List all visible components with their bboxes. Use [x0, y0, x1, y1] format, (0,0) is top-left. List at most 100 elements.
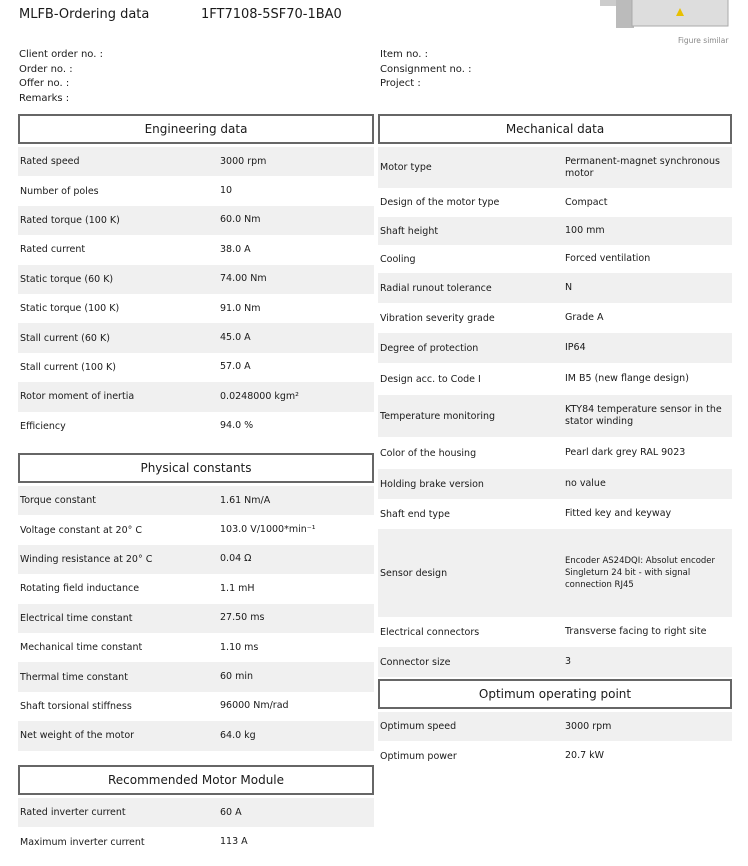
table-row: Radial runout tolerance N [378, 273, 732, 303]
client-order-label: Client order no. : [19, 49, 103, 60]
row-label: Winding resistance at 20° C [20, 553, 153, 565]
motor-image [600, 0, 729, 28]
row-value: Grade A [565, 312, 604, 323]
row-label: Net weight of the motor [20, 730, 135, 742]
row-label: Electrical time constant [20, 612, 133, 624]
row-label: Rated torque (100 K) [20, 214, 120, 226]
physical-header: Physical constants [18, 453, 374, 483]
table-row: Rated speed 3000 rpm [18, 147, 374, 177]
row-value: IM B5 (new flange design) [565, 373, 689, 384]
row-value: 94.0 % [220, 420, 254, 432]
figure-caption: Figure similar [678, 36, 729, 45]
row-label: Electrical connectors [380, 626, 480, 638]
table-row: Winding resistance at 20° C 0.04 Ω [18, 544, 374, 575]
row-value: Forced ventilation [565, 253, 651, 264]
row-label: Optimum power [380, 750, 457, 762]
row-label: Voltage constant at 20° C [20, 524, 143, 536]
optimum-header: Optimum operating point [378, 679, 732, 709]
row-value: N [565, 282, 573, 293]
table-row: Design of the motor type Compact [378, 188, 732, 217]
row-label: Stall current (60 K) [20, 332, 110, 344]
row-label: Rotating field inductance [20, 583, 140, 595]
offer-no-label: Offer no. : [19, 78, 70, 90]
row-value: 0.04 Ω [220, 553, 252, 565]
row-label: Connector size [380, 656, 451, 668]
row-label: Holding brake version [380, 478, 484, 490]
row-value: Pearl dark grey RAL 9023 [565, 447, 686, 458]
row-label: Radial runout tolerance [380, 282, 492, 294]
row-value: Transverse facing to right site [565, 626, 707, 637]
table-row: Number of poles 10 [18, 176, 374, 205]
table-row: Net weight of the motor 64.0 kg [18, 721, 374, 751]
table-row: Degree of protection IP64 [378, 333, 732, 363]
row-value: KTY84 temperature sensor in the stator w… [565, 404, 722, 427]
row-label: Torque constant [20, 495, 96, 507]
row-value: 113 A [220, 836, 248, 848]
mlfb-number: 1FT7108-5SF70-1BA0 [201, 7, 342, 22]
row-label: Motor type [380, 162, 432, 173]
order-info-left: Client order no. : Order no. : Offer no.… [19, 48, 103, 106]
row-label: Shaft torsional stiffness [20, 700, 132, 712]
row-label: Mechanical time constant [20, 642, 143, 654]
row-label: Stall current (100 K) [20, 361, 116, 373]
row-value: 1.61 Nm/A [220, 494, 271, 506]
table-row: Rotor moment of inertia 0.0248000 kgm² [18, 382, 374, 412]
row-label: Temperature monitoring [380, 410, 496, 422]
row-value: 20.7 kW [565, 750, 605, 762]
row-label: Vibration severity grade [380, 312, 495, 324]
order-info-right: Item no. : Consignment no. : Project : [380, 48, 471, 92]
table-row: Mechanical time constant 1.10 ms [18, 633, 374, 662]
table-row: Connector size 3 [378, 647, 732, 677]
order-no-label: Order no. : [19, 63, 73, 75]
row-label: Rotor moment of inertia [20, 391, 135, 403]
table-row: Optimum speed 3000 rpm [378, 712, 732, 742]
row-label: Color of the housing [380, 447, 477, 459]
row-value: 57.0 A [220, 361, 251, 373]
table-row: Vibration severity grade Grade A [378, 303, 732, 333]
item-no-label: Item no. : [380, 49, 428, 60]
row-value: 1.10 ms [220, 641, 259, 653]
table-row: Shaft torsional stiffness 96000 Nm/rad [18, 692, 374, 721]
row-value: 60.0 Nm [220, 214, 261, 226]
row-value: Compact [565, 196, 608, 208]
row-value: 45.0 A [220, 332, 251, 344]
row-value: Fitted key and keyway [565, 508, 672, 519]
table-row: Holding brake version no value [378, 469, 732, 499]
row-value: 38.0 A [220, 243, 251, 255]
row-value: 1.1 mH [220, 582, 255, 594]
table-row: Efficiency 94.0 % [18, 412, 374, 441]
row-label: Maximum inverter current [20, 836, 145, 848]
table-row: Rated inverter current 60 A [18, 798, 374, 828]
row-label: Rated current [20, 244, 86, 256]
table-row: Rated current 38.0 A [18, 235, 374, 264]
row-label: Optimum speed [380, 721, 457, 733]
table-row: Torque constant 1.61 Nm/A [18, 486, 374, 516]
row-label: Degree of protection [380, 342, 479, 354]
row-value: 60 A [220, 806, 242, 818]
row-value: 10 [220, 185, 233, 197]
row-value: 100 mm [565, 225, 605, 236]
engineering-section: Engineering data Rated speed 3000 rpm Numbe… [18, 114, 374, 441]
table-row: Shaft height 100 mm [378, 217, 732, 245]
row-label: Design of the motor type [380, 197, 500, 208]
table-row: Rotating field inductance 1.1 mH [18, 574, 374, 603]
row-value: 64.0 kg [220, 729, 256, 741]
row-label: Rated inverter current [20, 807, 126, 819]
row-label: Static torque (100 K) [20, 303, 120, 315]
row-label: Number of poles [20, 185, 99, 197]
table-row: Color of the housing Pearl dark grey RAL … [378, 437, 732, 469]
optimum-section: Optimum operating point Optimum speed 3000… [378, 679, 732, 771]
table-row: Cooling Forced ventilation [378, 245, 732, 273]
table-row: Electrical connectors Transverse facing t… [378, 617, 732, 647]
project-label: Project : [380, 78, 421, 90]
mechanical-header: Mechanical data [378, 114, 732, 144]
table-row: Static torque (60 K) 74.00 Nm [18, 264, 374, 294]
motor-module-section: Recommended Motor Module Rated inverter c… [18, 765, 374, 857]
row-label: Sensor design [380, 567, 448, 579]
table-row: Rated torque (100 K) 60.0 Nm [18, 205, 374, 236]
row-value: 103.0 V/1000*min⁻¹ [220, 524, 316, 536]
page-title: MLFB-Ordering data [19, 7, 150, 22]
row-value: 3 [565, 656, 572, 667]
table-row: Sensor design Encoder AS24DQI: Absolut en… [378, 529, 732, 617]
